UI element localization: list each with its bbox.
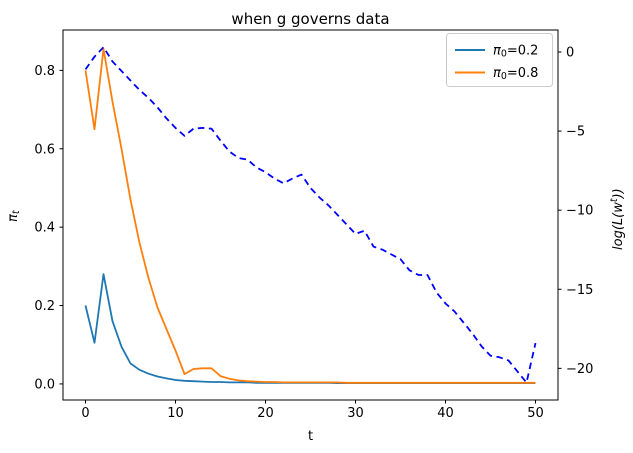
x-tick-label: 10 <box>167 406 184 421</box>
legend-value: =0.2 <box>507 44 539 59</box>
y-right-tick-label: −20 <box>566 362 593 377</box>
x-tick-label: 20 <box>257 406 274 421</box>
legend-pi-subscript: 0 <box>501 49 507 60</box>
legend-value: =0.8 <box>507 66 539 81</box>
legend-pi-symbol: π <box>493 66 501 81</box>
y-axis-label-left: πt <box>6 209 22 222</box>
y-left-tick-label: 0.4 <box>34 221 55 236</box>
series-line-log-likelihood <box>84 46 537 384</box>
plot-frame <box>62 29 559 401</box>
y-right-tick-label: −15 <box>566 283 593 298</box>
x-tick-label: 40 <box>437 406 454 421</box>
y-left-tick-label: 0.8 <box>34 64 55 79</box>
x-tick-label: 50 <box>527 406 544 421</box>
loglik-label-sup: t <box>609 197 620 202</box>
legend: π0=0.2 π0=0.8 <box>446 33 553 87</box>
x-axis-label: t <box>308 429 313 444</box>
pi-subscript: t <box>11 209 22 214</box>
loglik-label-pre: log(L(w <box>611 202 626 250</box>
y-right-tick-label: −5 <box>566 125 585 140</box>
y-right-tick-label: −10 <box>566 204 593 219</box>
pi-symbol: π <box>6 214 21 222</box>
axis-ticks: 0 10 20 30 40 50 0.0 0.2 0.4 0.6 0.8 0 −5 −10 −15 −20 <box>34 45 593 421</box>
y-left-tick-label: 0.6 <box>34 142 55 157</box>
y-left-tick-label: 0.0 <box>34 377 55 392</box>
y-right-tick-label: 0 <box>566 45 574 60</box>
y-axis-label-right: log(L(wt)) <box>609 188 626 250</box>
legend-pi-symbol: π <box>493 44 501 59</box>
y-left-tick-label: 0.2 <box>34 299 55 314</box>
series-line-pi0=0.8 <box>84 47 536 384</box>
plot-series <box>84 46 537 385</box>
chart-title: when g governs data <box>231 10 389 28</box>
loglik-label-post: )) <box>611 188 626 199</box>
legend-pi-subscript: 0 <box>501 71 507 82</box>
legend-label-pi02: π0=0.2 <box>493 44 538 60</box>
legend-label-pi08: π0=0.8 <box>493 66 538 82</box>
x-tick-label: 30 <box>347 406 364 421</box>
x-tick-label: 0 <box>81 406 89 421</box>
